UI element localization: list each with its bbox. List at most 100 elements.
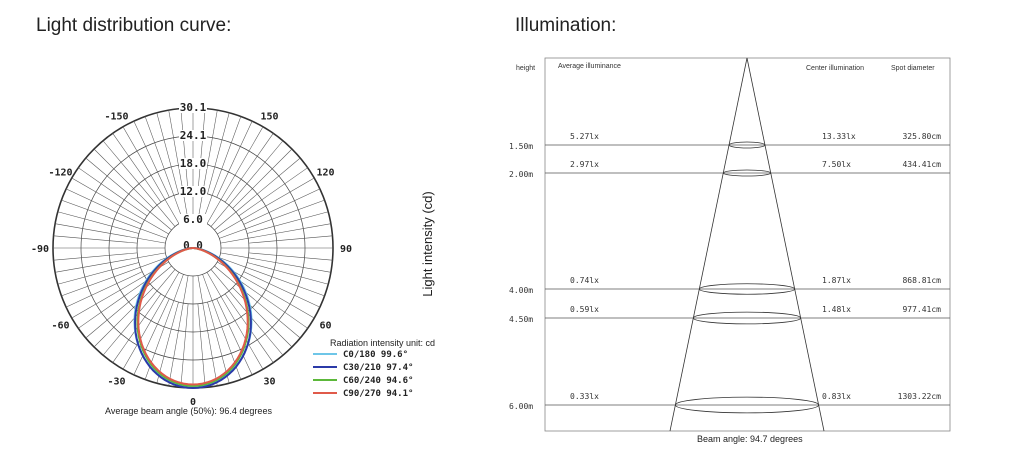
legend-entry: C60/240 94.6° [343,376,413,386]
ring-label-bg [179,158,207,169]
polar-spoke [214,265,301,339]
polar-spoke [206,126,264,224]
illumination-row: 4.50m 0.59lx 1.48lx 977.41cm [509,305,950,325]
cone-edge-right [746,57,825,432]
ring-label-bg [179,102,207,113]
polar-spoke [206,272,264,370]
spot-ellipse [728,141,766,149]
polar-spoke [122,272,180,370]
polar-spoke [78,167,148,217]
ring-label: 18.0 [180,157,207,170]
legend: C0/180 99.6° C30/210 97.4° C60/240 94.6° C9… [313,350,413,399]
polar-spoke [232,148,293,209]
legend-entry: C90/270 94.1° [343,389,413,399]
header-spot-diameter: Spot diameter [891,65,935,72]
polar-spoke [78,279,148,329]
polar-spoke [93,148,154,209]
center-illumination-value: 1.87lx [822,276,851,285]
ring-label: 24.1 [180,129,207,142]
polar-spoke [197,110,218,221]
polar-spoke [168,275,189,386]
average-illuminance-value: 0.33lx [570,392,599,401]
polar-spoke [220,223,331,244]
height-value: 1.50m [509,142,533,151]
legend-title: Radiation intensity unit: cd [330,338,435,348]
polar-spoke [61,257,167,297]
polar-spoke [224,133,274,203]
angle-label: -150 [104,111,128,122]
illumination-title: Illumination: [515,15,617,36]
polar-spoke [248,252,333,261]
angle-label: 60 [319,321,331,332]
angle-label: 30 [263,377,275,388]
polar-spoke [156,302,179,384]
spot-diameter-value: 1303.22cm [898,392,942,401]
polar-spoke [71,177,169,235]
spot-ellipse [692,311,802,325]
polar-angle-labels: 0 30 60 90 120 150 -30 -60 -90 -120 -150 [31,111,352,408]
illumination-row: 4.00m 0.74lx 1.87lx 868.81cm [509,276,950,295]
spot-ellipse [698,283,796,295]
ring-label-bg [179,240,207,251]
illumination-frame [544,57,951,432]
angle-label: -90 [31,244,49,255]
height-value: 4.50m [509,315,533,324]
polar-spoke [232,287,293,348]
polar-spoke [238,279,308,329]
polar-spoke [53,235,138,244]
header-average-illuminance: Average illuminance [558,63,621,70]
header-height: height [516,65,535,72]
angle-label: -60 [51,321,69,332]
height-value: 6.00m [509,402,533,411]
angle-label: -120 [48,168,72,179]
polar-spoke [102,140,176,227]
angle-label: 0 [190,397,196,408]
illumination-beam-note: Beam angle: 94.7 degrees [697,434,803,444]
polar-spoke [85,265,172,339]
height-value: 4.00m [509,286,533,295]
center-illumination-value: 0.83lx [822,392,851,401]
polar-spoke [197,303,206,388]
average-illuminance-value: 0.74lx [570,276,599,285]
polar-spoke [66,188,143,225]
polar-spoke [144,116,184,222]
polar-spoke [156,112,179,194]
angle-label: 120 [316,168,334,179]
polar-spoke [61,199,167,239]
polar-spoke [202,116,242,222]
height-value: 2.00m [509,170,533,179]
polar-spoke [85,157,172,231]
polar-spoke [216,121,253,198]
polar-spoke [219,257,325,297]
polar-spoke [248,235,333,244]
intensity-curve [137,247,249,386]
spot-diameter-value: 977.41cm [902,305,941,314]
ring-label-bg [179,186,207,197]
polar-spoke [133,298,170,375]
light-cone [669,57,825,432]
ring-label-bg [179,214,207,225]
ring-label: 12.0 [180,185,207,198]
polar-spoke [247,211,329,234]
polar-axis-label: Light intensity (cd) [420,191,435,297]
polar-spoke [57,211,139,234]
legend-entry: C30/210 97.4° [343,363,413,373]
polar-spoke [122,126,180,224]
polar-spoke [243,188,320,225]
average-illuminance-value: 2.97lx [570,160,599,169]
polar-spoke [216,298,253,375]
polar-spoke [55,223,166,244]
polar-spoke [133,121,170,198]
polar-spoke [168,110,189,221]
angle-label: 150 [260,111,278,122]
polar-spoke [197,108,206,193]
center-illumination-value: 1.48lx [822,305,851,314]
illumination-row: 2.00m 2.97lx 7.50lx 434.41cm [509,160,950,179]
polar-spoke [55,252,166,273]
spot-diameter-value: 868.81cm [902,276,941,285]
center-illumination-value: 13.33lx [822,132,856,141]
angle-label: -30 [107,377,125,388]
spot-ellipse [674,396,820,414]
polar-spoke [207,112,230,194]
